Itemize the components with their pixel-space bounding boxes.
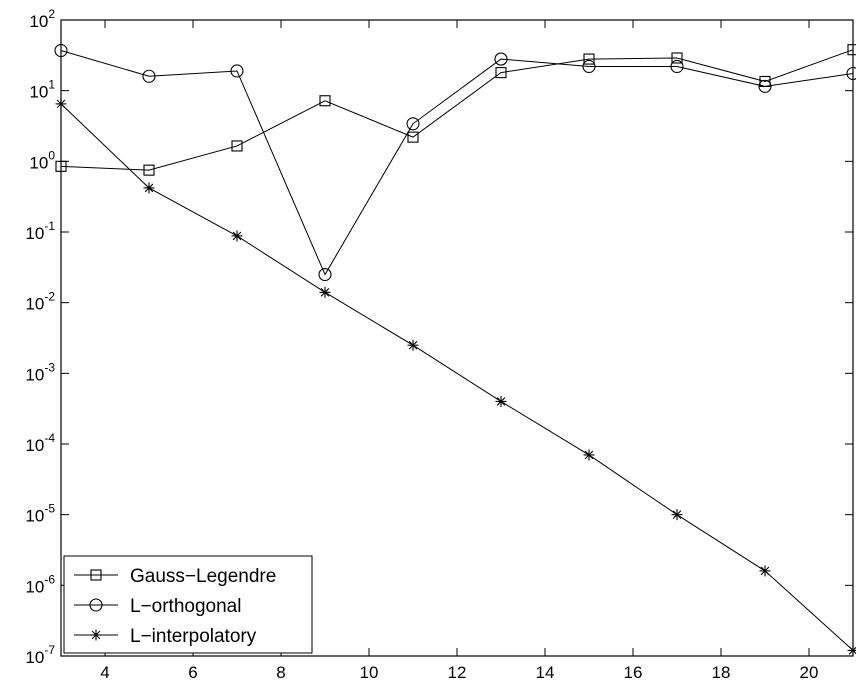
y-tick-label: 10-2 [25,290,55,314]
point [495,395,507,407]
point [55,98,67,110]
legend-label: Gauss−Legendre [130,566,276,587]
series-square [55,44,856,176]
point-stroke [144,183,154,193]
point-stroke [320,288,330,297]
point [671,509,683,521]
series-line [60,50,854,276]
point [582,59,596,74]
y-tick-label: 102 [29,7,55,31]
point [318,267,332,282]
point [55,160,67,172]
legend-label: L−interpolatory [130,626,257,647]
y-tick-label: 101 [29,78,55,102]
y-tick-label: 10-6 [25,572,55,596]
point-stroke [56,99,66,109]
point-stroke [91,630,101,640]
y-tick-label: 10-4 [25,431,55,455]
point-stroke [232,231,242,241]
x-tick-label: 20 [800,663,819,682]
point [319,95,331,107]
point [847,44,856,56]
point [758,79,772,93]
point [231,230,243,242]
plot-area [60,19,854,657]
point [143,164,155,176]
point-stroke [760,566,770,576]
point-stroke [584,450,594,460]
point [671,52,683,64]
point-stroke [496,397,506,406]
point [54,43,68,58]
point [230,64,244,78]
point [143,182,155,194]
point [89,598,103,612]
point [319,286,331,298]
legend-item: Gauss−Legendre [74,566,276,587]
y-tick-label: 100 [29,148,55,172]
point [406,117,420,131]
point [407,131,419,143]
x-tick-label: 14 [536,663,555,682]
point [495,67,507,79]
point [142,69,156,83]
x-tick-label: 4 [100,663,109,682]
point-stroke [672,510,682,519]
x-tick-label: 8 [276,663,285,682]
point [407,339,419,351]
legend-item: L−orthogonal [74,596,241,617]
y-tick-label: 10-5 [25,502,55,526]
legend-item: L−interpolatory [74,626,257,647]
x-tick-label: 6 [188,663,197,682]
point [90,629,102,641]
y-tick-label: 10-3 [25,360,55,384]
legend-label: L−orthogonal [130,596,241,617]
point [494,52,508,66]
series-circle [54,43,856,282]
tick-labels: 4 6 8 10 12 14 16 18 20 10-7 10-6 10-5 10-4 10-3 10-2 1… [25,7,818,682]
point [231,140,243,152]
point [583,53,595,65]
legend: Gauss−Legendre L−orthogonal L−interpolator… [63,555,313,654]
series-layer [54,43,856,656]
series-line [60,103,854,651]
point [759,565,771,577]
x-tick-label: 18 [712,663,731,682]
y-tick-label: 10-7 [25,643,55,667]
series-line [60,49,854,171]
x-tick-label: 10 [360,663,379,682]
point-stroke [408,340,418,350]
point [670,59,684,74]
x-tick-label: 16 [624,663,643,682]
y-tick-label: 10-1 [25,219,55,243]
x-tick-label: 12 [448,663,467,682]
point [90,569,102,581]
point [583,449,595,461]
point [846,66,856,81]
